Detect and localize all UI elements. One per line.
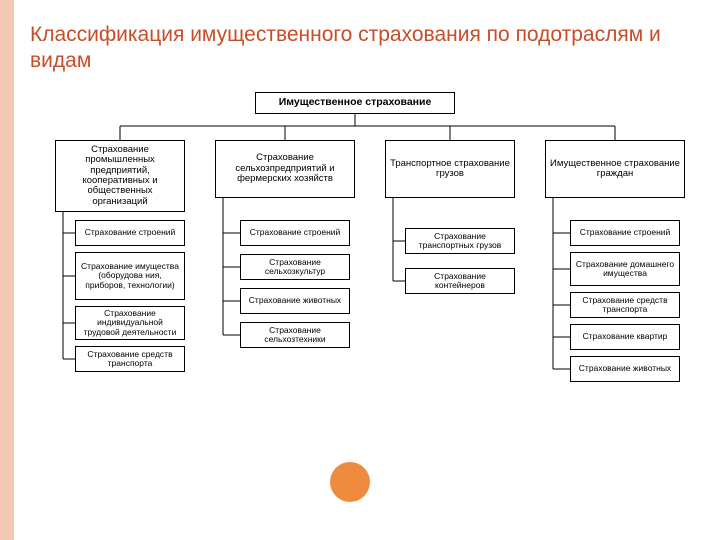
leaf-node-1-1: Страхование сельхозкультур <box>240 254 350 280</box>
root-node: Имущественное страхование <box>255 92 455 114</box>
page-title: Классификация имущественного страхования… <box>30 22 690 75</box>
leaf-node-1-0: Страхование строений <box>240 220 350 246</box>
leaf-node-3-1: Страхование домашнего имущества <box>570 252 680 286</box>
leaf-node-3-0: Страхование строений <box>570 220 680 246</box>
decorative-circle <box>330 462 370 502</box>
leaf-node-3-2: Страхование средств транспорта <box>570 292 680 318</box>
leaf-node-1-2: Страхование животных <box>240 288 350 314</box>
branch-node-2: Транспортное страхование грузов <box>385 140 515 198</box>
leaf-node-0-0: Страхование строений <box>75 220 185 246</box>
leaf-node-1-3: Страхование сельхозтехники <box>240 322 350 348</box>
accent-side-bar <box>0 0 14 540</box>
leaf-node-0-2: Страхование индивидуальной трудовой деят… <box>75 306 185 340</box>
leaf-node-2-1: Страхование контейнеров <box>405 268 515 294</box>
leaf-node-0-3: Страхование средств транспорта <box>75 346 185 372</box>
tree-diagram: Имущественное страхование Страхование про… <box>25 92 705 522</box>
leaf-node-0-1: Страхование имущества (оборудова ния, пр… <box>75 252 185 300</box>
leaf-node-3-4: Страхование животных <box>570 356 680 382</box>
branch-node-1: Страхование сельхозпредприятий и фермерс… <box>215 140 355 198</box>
leaf-node-3-3: Страхование квартир <box>570 324 680 350</box>
branch-node-0: Страхование промышленных предприятий, ко… <box>55 140 185 212</box>
leaf-node-2-0: Страхование транспортных грузов <box>405 228 515 254</box>
branch-node-3: Имущественное страхование граждан <box>545 140 685 198</box>
